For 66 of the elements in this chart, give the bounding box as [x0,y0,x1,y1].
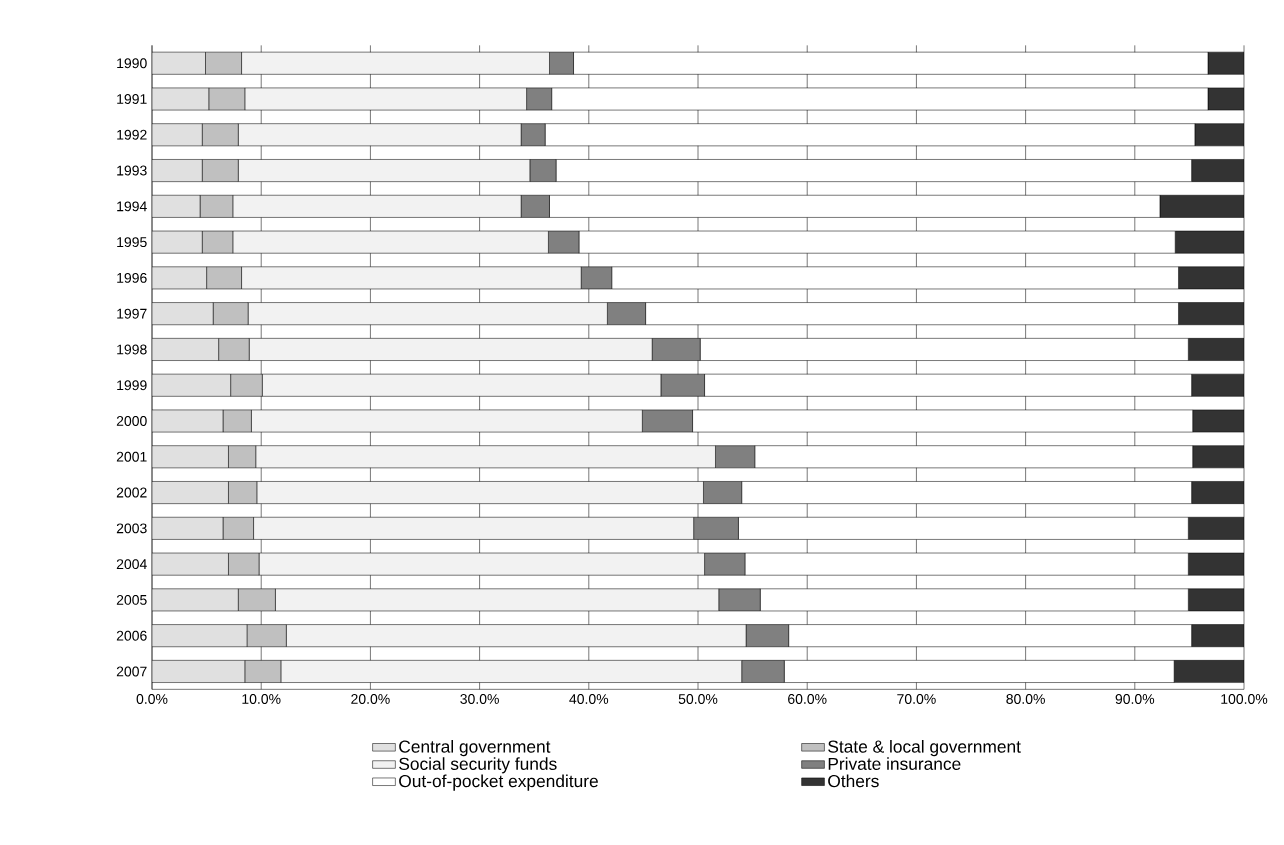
y-tick-label: 1994 [117,201,147,212]
legend-label: State & local government [828,739,1021,757]
y-tick-label: 1993 [117,165,147,176]
y-tick-label: 1996 [117,272,147,283]
x-tick-label: 20.0% [351,693,390,704]
bar [1188,552,1245,576]
bar [152,552,229,576]
bar [1178,302,1245,325]
y-tick-label: 2004 [116,559,147,569]
bar [1191,373,1245,397]
bar [152,516,224,540]
bar [152,123,203,146]
x-tick-label: 50.0% [678,693,718,704]
y-tick-label: 2002 [116,487,147,498]
x-tick-label: 100.0% [1221,693,1268,704]
x-tick-label: 70.0% [897,693,936,704]
bar [1178,266,1245,290]
bar [1159,194,1245,218]
bar [152,302,214,325]
x-tick-label: 60.0% [788,693,827,704]
legend-label: Others [828,774,879,788]
y-tick-label: 2005 [116,594,147,605]
bar [152,659,246,683]
x-tick-label: 80.0% [1006,693,1045,704]
y-tick-label: 2000 [116,415,147,426]
y-tick-label: 2006 [116,630,147,641]
bar [1191,159,1245,182]
bar [152,373,231,397]
bar [152,445,229,468]
bar [1174,230,1245,254]
bar [1194,123,1245,146]
legend-label: Social security funds [399,757,557,774]
y-tick-label: 1998 [117,344,147,355]
bar [1188,337,1245,361]
bar [152,337,219,361]
x-tick-label: 40.0% [569,693,609,704]
x-tick-label: 10.0% [242,693,281,704]
y-tick-label: 1990 [117,58,147,69]
legend-label: Private insurance [828,757,961,770]
x-tick-label: 0.0% [136,693,168,704]
bar [152,230,203,254]
y-tick-label: 1992 [117,129,147,140]
bar [152,51,206,75]
bar [1188,516,1245,540]
legend-label: Out-of-pocket expenditure [399,774,598,791]
bar [1191,481,1245,504]
y-tick-label: 2003 [116,523,147,534]
bar [1192,445,1245,468]
bar [152,588,239,612]
bar [152,266,207,290]
y-tick-label: 1995 [117,237,147,247]
x-tick-label: 90.0% [1115,693,1155,704]
bar [1191,624,1245,647]
y-tick-label: 1997 [117,308,147,319]
y-tick-label: 1991 [117,93,147,104]
bar [152,624,248,647]
x-tick-label: 30.0% [460,693,499,704]
bar [1173,659,1245,683]
bar [1188,588,1245,612]
bar [152,159,203,182]
y-tick-label: 2007 [116,666,147,677]
legend-label: Central government [399,739,551,757]
y-tick-label: 2001 [116,451,147,462]
y-tick-label: 1999 [117,380,147,391]
bar [152,194,201,218]
bar [152,481,229,504]
